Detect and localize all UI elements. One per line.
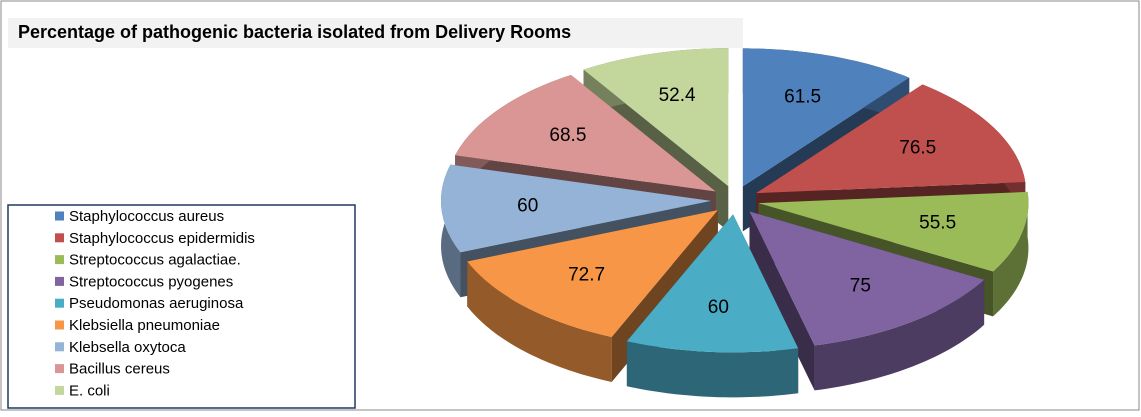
legend-swatch (55, 342, 64, 352)
data-label: 68.5 (549, 125, 586, 146)
slice: 75 (749, 211, 985, 391)
legend-label: Klebsella oxytoca (69, 339, 186, 356)
slice: 60 (626, 214, 799, 398)
slice-side (814, 279, 985, 391)
legend-swatch (55, 211, 64, 221)
legend-label: Staphylococcus aureus (69, 208, 224, 225)
slice-top (749, 211, 985, 346)
title-box (8, 18, 743, 48)
slice-side (467, 261, 612, 382)
legend-label: Streptococcus agalactiae. (69, 252, 241, 269)
legend-swatch (55, 298, 64, 308)
legend-swatch (55, 233, 64, 243)
data-label: 60 (708, 297, 729, 318)
slice-top (758, 191, 1029, 272)
legend-label: Bacillus cereus (69, 361, 170, 378)
data-label: 60 (517, 195, 538, 216)
slice-side (626, 341, 799, 398)
slice-top (441, 164, 712, 253)
legend-swatch (55, 320, 64, 330)
slice-wall (749, 211, 815, 391)
slice-top (467, 210, 718, 337)
legend-label: Streptococcus pyogenes (69, 273, 233, 290)
legend-box (7, 204, 356, 409)
data-label: 72.7 (568, 265, 605, 286)
legend-swatch (55, 385, 64, 395)
legend-label: Klebsiella pneumoniae (69, 317, 220, 334)
data-label: 75 (850, 275, 871, 296)
data-label: 76.5 (899, 138, 936, 159)
data-label: 61.5 (784, 87, 821, 108)
slice-top (583, 48, 729, 187)
legend: Staphylococcus aureus Staphylococcus epid… (55, 208, 255, 399)
legend-swatch (55, 255, 64, 265)
legend-label: Staphylococcus epidermidis (69, 230, 255, 247)
legend-label: E. coli (69, 382, 110, 399)
slice-top (455, 74, 716, 192)
legend-label: Pseudomonas aeruginosa (69, 295, 244, 312)
legend-swatch (55, 276, 64, 286)
chart-title: Percentage of pathogenic bacteria isolat… (18, 22, 571, 42)
slice-top (742, 48, 910, 187)
pie: 52.4 61.5 68.5 76.5 60 55.5 72.7 75 60 (441, 48, 1029, 398)
legend-swatch (55, 364, 64, 374)
data-label: 55.5 (919, 212, 956, 233)
slice-top (626, 214, 799, 353)
data-label: 52.4 (659, 85, 696, 106)
slice-top (756, 84, 1026, 194)
slice-side (993, 191, 1029, 317)
